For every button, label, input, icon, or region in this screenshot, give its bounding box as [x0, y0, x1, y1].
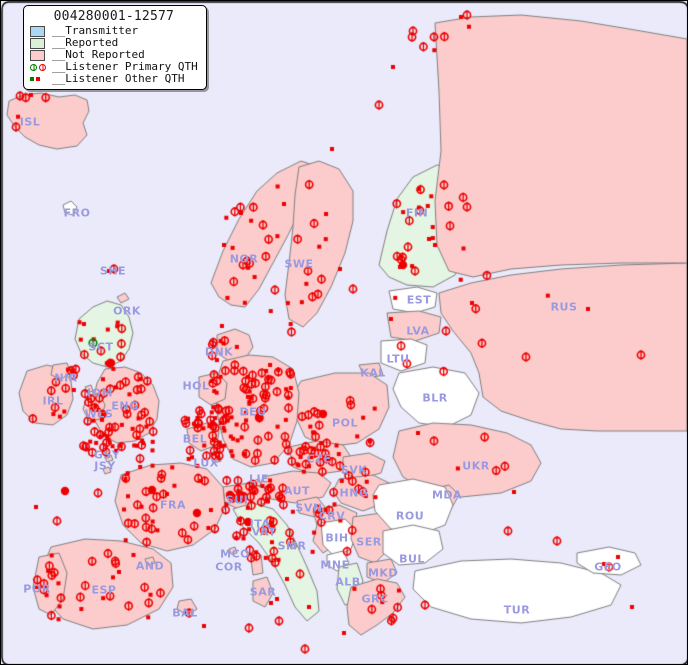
legend-item-2: __Not Reported: [30, 49, 198, 61]
legend-rows: __Transmitter __Reported __Not Reported __L…: [30, 25, 198, 85]
legend-item-label: __Reported: [52, 36, 119, 49]
legend-color-swatch: [30, 37, 45, 49]
legend-color-swatch: [30, 25, 45, 37]
legend-swatch-2: [30, 49, 52, 61]
legend-item-label: __Listener Other QTH: [52, 72, 185, 85]
legend-swatch-1: [30, 37, 52, 49]
legend-title: 004280001-12577: [53, 9, 175, 24]
legend-item-3: __Listener Primary QTH: [30, 61, 198, 73]
legend-swatch-0: [30, 25, 52, 37]
legend-item-4: __Listener Other QTH: [30, 73, 198, 85]
other-qth-icon: [36, 77, 40, 81]
legend-item-label: __Listener Primary QTH: [52, 60, 198, 73]
map-legend: 004280001-12577 __Transmitter __Reported _…: [23, 5, 207, 90]
primary-qth-icon: [30, 63, 37, 71]
legend-circle-markers: [30, 61, 52, 73]
legend-item-label: __Not Reported: [52, 48, 145, 61]
legend-item-1: __Reported: [30, 37, 198, 49]
other-qth-icon: [30, 77, 34, 81]
legend-color-swatch: [30, 49, 45, 61]
primary-qth-icon: [39, 63, 46, 71]
legend-item-0: __Transmitter: [30, 25, 198, 37]
legend-square-markers: [30, 73, 52, 85]
legend-item-label: __Transmitter: [52, 24, 139, 37]
